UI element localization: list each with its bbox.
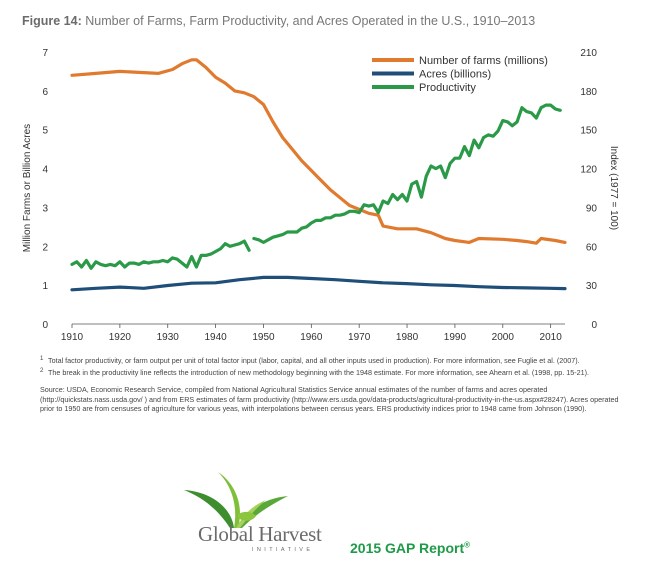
y-right-tick-label: 120 xyxy=(580,165,597,176)
legend-label-number-of-farms-millions: Number of farms (millions) xyxy=(419,55,548,67)
chart-legend: Number of farms (millions) Acres (billion… xyxy=(372,55,548,94)
y-right-tick-label: 210 xyxy=(580,48,597,59)
x-tick-label: 1930 xyxy=(157,332,180,343)
footnote-text: Total factor productivity, or farm outpu… xyxy=(48,356,580,365)
chart-series xyxy=(70,58,567,292)
y-right-tick-label: 180 xyxy=(580,87,597,98)
y-left-axis-label: Million Farms or Billion Acres xyxy=(22,124,33,252)
y-left-tick-label: 1 xyxy=(42,281,48,292)
logo-name: Global Harvest xyxy=(198,522,322,546)
figure-title: Figure 14: Number of Farms, Farm Product… xyxy=(22,14,535,28)
logo-subtitle: INITIATIVE xyxy=(252,547,314,553)
x-tick-label: 2010 xyxy=(540,332,563,343)
y-left-tick-label: 0 xyxy=(42,320,48,331)
y-right-tick-label: 90 xyxy=(586,203,598,214)
x-tick-label: 2000 xyxy=(492,332,515,343)
source-note: Source: USDA, Economic Research Service,… xyxy=(40,385,619,413)
footnote-2: 2 The break in the productivity line ref… xyxy=(40,368,620,377)
legend-label-acres-billions: Acres (billions) xyxy=(419,69,491,81)
y-right-axis-label: Index (1977 = 100) xyxy=(608,146,619,230)
x-tick-label: 1960 xyxy=(300,332,323,343)
y-right-tick-label: 0 xyxy=(591,320,597,331)
figure-title-text: Number of Farms, Farm Productivity, and … xyxy=(85,14,536,28)
x-tick-label: 1910 xyxy=(61,332,84,343)
y-right-tick-label: 30 xyxy=(586,281,598,292)
legend-label-productivity: Productivity xyxy=(419,82,476,94)
y-left-tick-label: 7 xyxy=(42,48,48,59)
registered-mark: ® xyxy=(464,540,471,550)
y-right-tick-label: 60 xyxy=(586,242,598,253)
y-left-tick-label: 6 xyxy=(42,87,48,98)
footnote-number: 2 xyxy=(40,368,44,375)
chart: 1910 1920 1930 1940 1950 1960 1970 1980 1990 2000… xyxy=(22,48,619,343)
y-left-tick-label: 2 xyxy=(42,242,48,253)
figure-label: Figure 14: xyxy=(22,14,82,28)
x-tick-label: 1980 xyxy=(396,332,419,343)
report-title-text: 2015 GAP Report xyxy=(350,540,465,556)
x-tick-label: 1990 xyxy=(444,332,467,343)
x-tick-label: 1920 xyxy=(109,332,132,343)
series-line-productivity xyxy=(252,103,562,244)
series-line-acres-billions xyxy=(70,275,567,292)
wheat-leaf-icon xyxy=(184,472,288,528)
footnote-1: 1 Total factor productivity, or farm out… xyxy=(40,356,620,365)
y-left-tick-label: 5 xyxy=(42,126,48,137)
footnote-number: 1 xyxy=(40,356,44,362)
series-line-productivity xyxy=(70,239,251,270)
chart-axes: 1910 1920 1930 1940 1950 1960 1970 1980 1990 2000… xyxy=(22,48,619,343)
report-title: 2015 GAP Report® xyxy=(350,540,470,556)
notes: 1 Total factor productivity, or farm out… xyxy=(40,356,620,413)
x-tick-label: 1970 xyxy=(348,332,371,343)
y-left-tick-label: 3 xyxy=(42,203,48,214)
y-left-tick-label: 4 xyxy=(42,165,48,176)
series-line-number-of-farms-millions xyxy=(70,58,567,245)
y-right-tick-label: 150 xyxy=(580,126,597,137)
footnote-text: The break in the productivity line refle… xyxy=(48,368,589,378)
global-harvest-logo: Global Harvest INITIATIVE xyxy=(178,470,338,558)
x-tick-label: 1950 xyxy=(252,332,275,343)
x-tick-label: 1940 xyxy=(204,332,227,343)
